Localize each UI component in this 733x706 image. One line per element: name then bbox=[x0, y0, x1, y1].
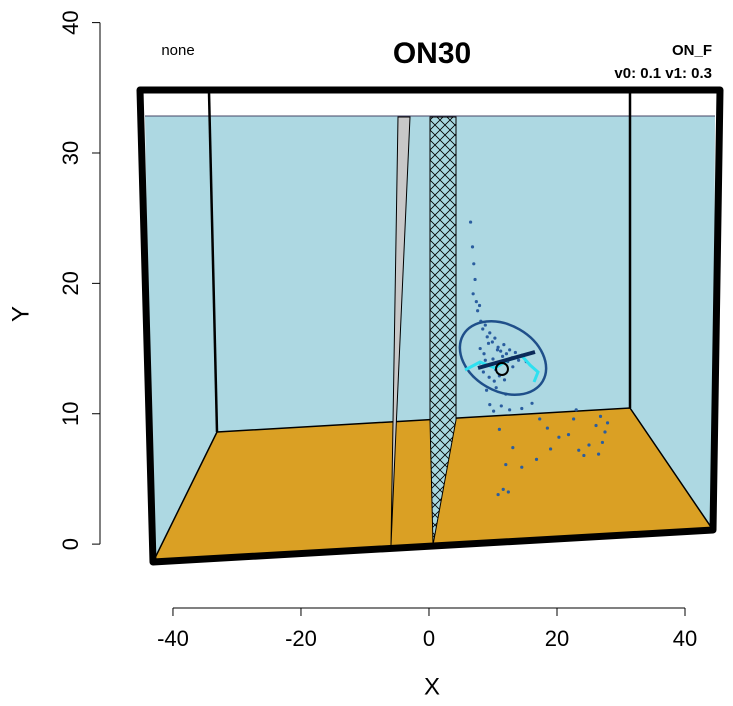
heading bbox=[477, 350, 536, 370]
point bbox=[538, 417, 542, 421]
point bbox=[484, 388, 489, 392]
point bbox=[594, 423, 598, 428]
point bbox=[587, 443, 591, 447]
point bbox=[499, 404, 503, 408]
point bbox=[491, 357, 495, 361]
point bbox=[596, 452, 601, 456]
point bbox=[468, 220, 473, 224]
point bbox=[500, 354, 505, 358]
point bbox=[502, 343, 506, 347]
point bbox=[492, 379, 496, 383]
point bbox=[534, 457, 539, 461]
chart-title: ON30 bbox=[393, 37, 471, 70]
point bbox=[488, 331, 492, 335]
point bbox=[496, 345, 500, 349]
y-tick-label: 20 bbox=[58, 271, 83, 295]
point bbox=[481, 370, 485, 374]
point bbox=[520, 465, 524, 469]
point bbox=[508, 348, 512, 352]
point bbox=[566, 432, 571, 437]
y-tick-label: 40 bbox=[58, 10, 83, 34]
point bbox=[520, 406, 524, 411]
point bbox=[511, 446, 515, 450]
point bbox=[511, 365, 515, 369]
point bbox=[488, 403, 492, 407]
point bbox=[603, 430, 607, 434]
point bbox=[492, 409, 496, 413]
point bbox=[474, 300, 478, 304]
point bbox=[605, 421, 610, 425]
point bbox=[497, 427, 501, 431]
point bbox=[493, 336, 497, 340]
x-tick-label: 40 bbox=[673, 626, 697, 651]
centroid bbox=[495, 362, 509, 376]
point bbox=[530, 401, 534, 405]
mesh bbox=[429, 116, 457, 546]
frame bbox=[136, 86, 724, 566]
ellipse bbox=[458, 320, 548, 396]
point bbox=[582, 453, 586, 458]
point bbox=[516, 358, 521, 362]
y-tick-label: 30 bbox=[58, 141, 83, 165]
point bbox=[476, 309, 480, 313]
x-tick-label: -40 bbox=[157, 626, 189, 651]
point bbox=[574, 408, 578, 412]
point bbox=[483, 358, 487, 362]
point bbox=[485, 335, 489, 339]
tank bbox=[136, 86, 724, 566]
points bbox=[468, 220, 610, 497]
point bbox=[494, 386, 498, 390]
point bbox=[482, 352, 486, 356]
x-tick-label: 20 bbox=[545, 626, 569, 651]
x-tick-label: -20 bbox=[285, 626, 317, 651]
track bbox=[458, 320, 548, 396]
point bbox=[508, 408, 512, 412]
point bbox=[481, 327, 485, 331]
y-axis-label: Y bbox=[7, 306, 34, 322]
x-axis-label: X bbox=[424, 673, 440, 700]
point bbox=[477, 303, 482, 308]
point bbox=[501, 487, 505, 491]
point bbox=[545, 426, 549, 430]
point bbox=[472, 262, 476, 266]
x-tick-label: 0 bbox=[423, 626, 435, 651]
point bbox=[473, 277, 477, 282]
point bbox=[502, 378, 507, 382]
point bbox=[483, 323, 487, 327]
point bbox=[495, 348, 500, 352]
point bbox=[572, 417, 576, 421]
point bbox=[548, 447, 553, 451]
point bbox=[577, 448, 581, 452]
point bbox=[471, 292, 475, 296]
annotation: ON_F bbox=[672, 42, 712, 59]
annotation: none bbox=[161, 42, 194, 59]
point bbox=[487, 375, 491, 379]
point bbox=[499, 349, 503, 353]
y-tick-label: 10 bbox=[58, 401, 83, 425]
point bbox=[470, 245, 475, 249]
point bbox=[513, 350, 517, 355]
point bbox=[504, 352, 509, 356]
point bbox=[598, 414, 603, 418]
point bbox=[496, 492, 500, 497]
y-tick-label: 0 bbox=[58, 538, 83, 550]
point bbox=[600, 440, 605, 445]
point bbox=[490, 340, 494, 344]
point bbox=[504, 462, 508, 467]
point bbox=[478, 346, 482, 351]
annotation: v0: 0.1 v1: 0.3 bbox=[614, 65, 712, 82]
point bbox=[557, 435, 561, 439]
back-edge bbox=[207, 91, 219, 433]
point bbox=[486, 341, 491, 345]
point bbox=[506, 490, 510, 494]
barrier bbox=[390, 116, 411, 546]
